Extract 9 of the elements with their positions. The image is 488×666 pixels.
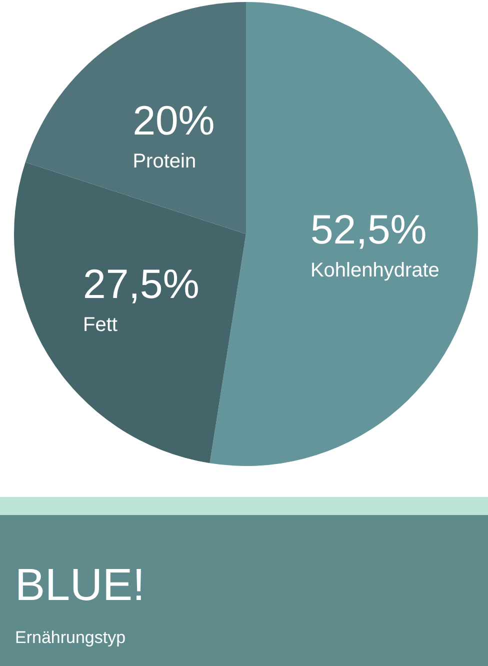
- slice-label: Kohlenhydrate: [310, 260, 440, 282]
- text: Ernährungstyp: [15, 628, 126, 647]
- slice-label: Protein: [132, 150, 196, 173]
- data-label: 27,5%: [83, 261, 200, 308]
- data-label: 20%: [132, 98, 215, 144]
- text: BLUE!: [15, 559, 146, 610]
- data-label: 52,5%: [310, 206, 427, 253]
- slice-label: Fett: [83, 314, 118, 336]
- pie-slice: [25, 2, 246, 234]
